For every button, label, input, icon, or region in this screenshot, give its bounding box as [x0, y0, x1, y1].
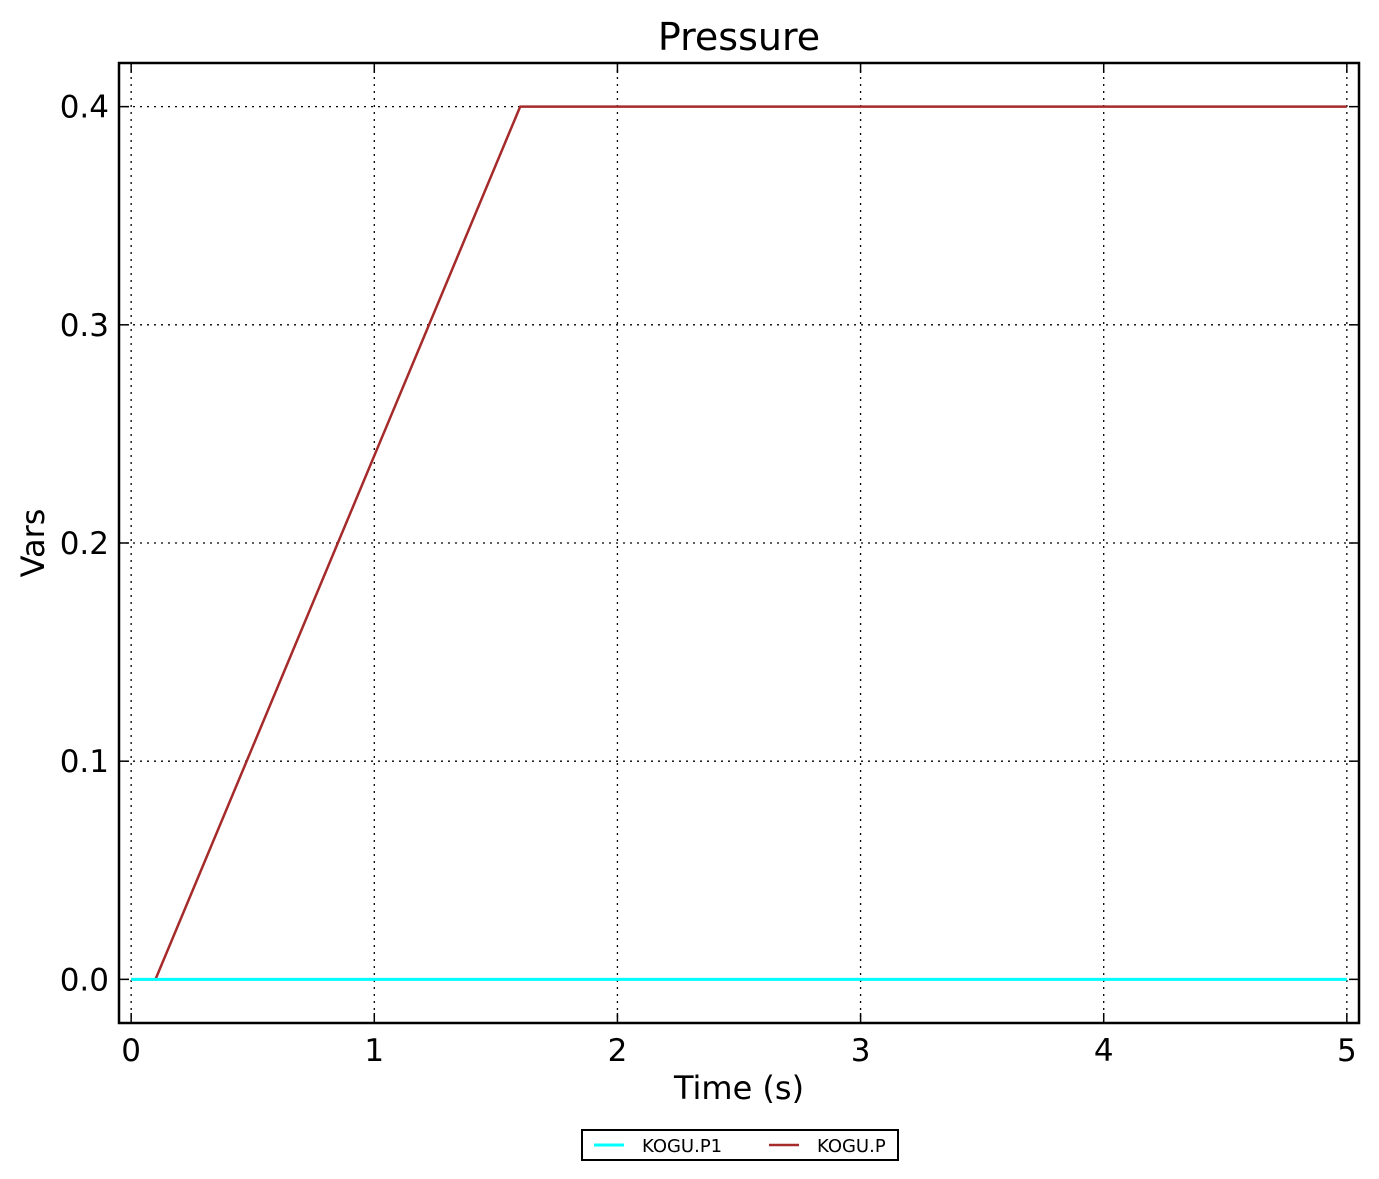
series-line-kogu-p — [131, 105, 1347, 981]
x-tick-label: 2 — [608, 1033, 628, 1069]
x-tick-label: 3 — [851, 1033, 871, 1069]
y-tick-label: 0.1 — [60, 744, 109, 780]
y-axis-label: Vars — [14, 509, 52, 578]
x-tick-label: 1 — [364, 1033, 384, 1069]
y-tick-label: 0.2 — [60, 526, 109, 562]
plot-frame — [117, 61, 1361, 1025]
y-tick-label: 0.4 — [60, 90, 109, 126]
legend-box — [581, 1129, 899, 1161]
chart-title: Pressure — [658, 15, 820, 59]
x-axis-label: Time (s) — [673, 1069, 804, 1107]
y-tick-label: 0.3 — [60, 308, 109, 344]
legend-label-kogu-p1: KOGU.P1 — [642, 1136, 722, 1157]
legend: KOGU.P1 KOGU.P — [581, 1129, 899, 1161]
grid — [119, 63, 1359, 1023]
y-tick-label: 0.0 — [60, 962, 109, 998]
ticks: 0 1 2 3 4 5 0.0 0.1 0.2 0.3 0.4 — [60, 63, 1359, 1069]
legend-label-kogu-p: KOGU.P — [817, 1136, 886, 1157]
x-tick-label: 0 — [121, 1033, 141, 1069]
x-tick-label: 5 — [1337, 1033, 1357, 1069]
x-tick-label: 4 — [1094, 1033, 1114, 1069]
series-layer — [131, 105, 1347, 981]
